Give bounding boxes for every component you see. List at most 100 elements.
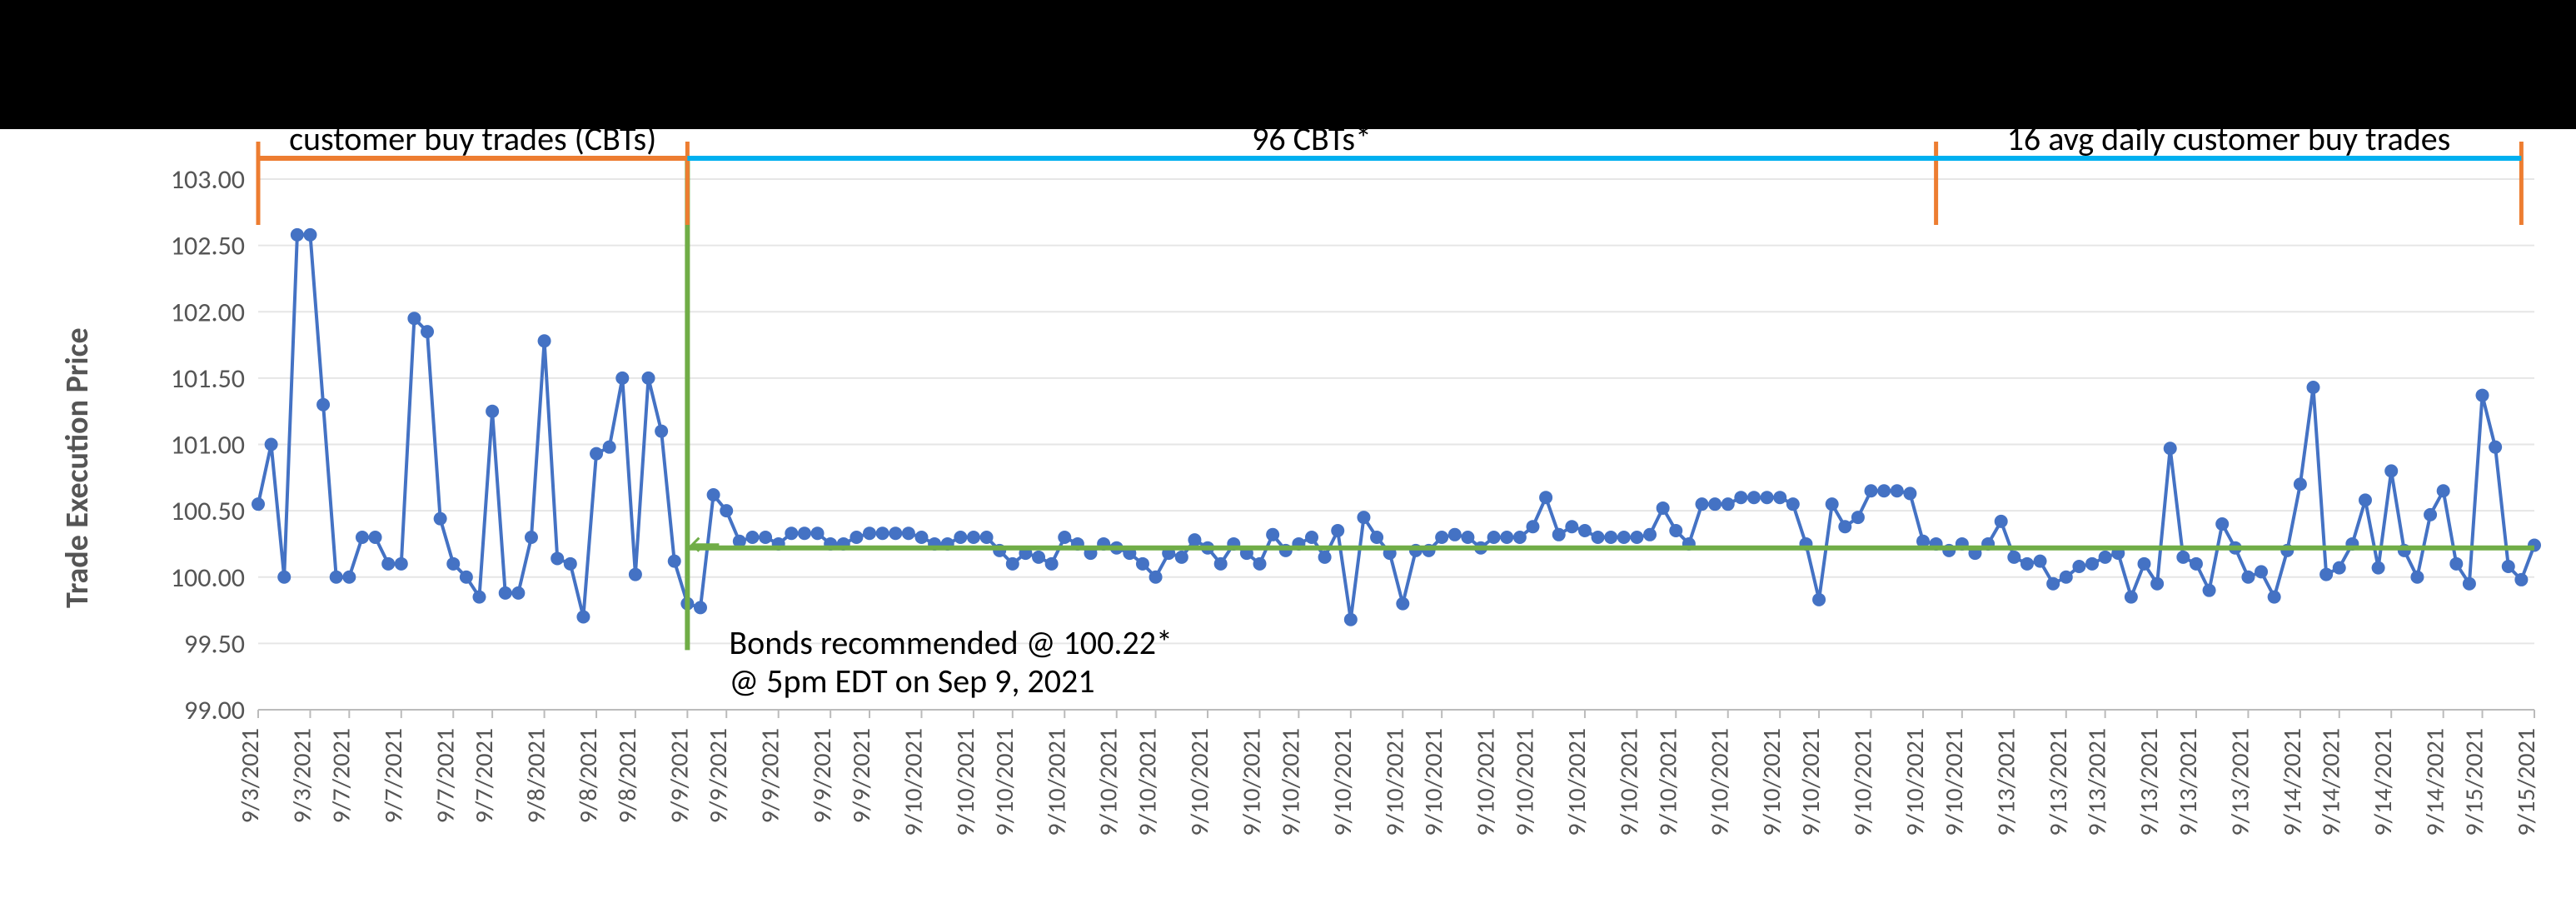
x-tick-label: 9/10/2021 [1041,728,1072,836]
data-point [2007,551,2020,564]
data-point [303,228,316,242]
data-point [1761,491,1774,504]
x-tick-label: 9/13/2021 [1991,728,2021,836]
data-point [1773,491,1786,504]
data-point [759,531,772,544]
data-point [576,611,590,624]
data-point [2125,591,2138,604]
x-tick-label: 9/9/2021 [755,728,786,823]
x-tick-label: 9/10/2021 [1133,728,1163,836]
data-point [1708,497,1721,511]
x-tick-label: 9/10/2021 [1418,728,1449,836]
data-point [1487,531,1501,544]
data-point [2099,551,2112,564]
x-tick-label: 9/14/2021 [2277,728,2308,836]
data-point [2514,573,2528,586]
data-point [1721,497,1735,511]
data-point [1214,557,1228,571]
data-point [381,557,395,571]
x-tick-label: 9/15/2021 [2459,728,2490,836]
data-point [1552,528,1566,541]
x-tick-label: 9/14/2021 [2420,728,2451,836]
data-point [277,571,291,584]
data-point [1657,501,1670,515]
data-point [2424,508,2437,521]
data-point [395,557,408,571]
x-tick-label: 9/10/2021 [898,728,929,836]
y-tick-label: 102.00 [171,296,245,328]
chart-svg: 103.00102.50102.00101.50101.00100.50100.… [0,0,2576,918]
x-tick-label: 9/8/2021 [573,728,604,823]
x-tick-label: 9/13/2021 [2043,728,2074,836]
data-point [1461,531,1474,544]
x-tick-label: 9/10/2021 [1705,728,1736,836]
data-point [2085,557,2099,571]
data-point [2437,484,2450,497]
data-point [668,555,681,568]
data-point [629,568,642,581]
data-point [2150,577,2164,591]
x-tick-label: 9/14/2021 [2316,728,2347,836]
data-point [1032,551,1045,564]
data-point [265,438,278,452]
data-point [2294,477,2307,491]
data-point [1305,531,1318,544]
data-point [1344,613,1358,626]
x-tick-label: 9/7/2021 [430,728,461,823]
data-point [967,531,980,544]
data-point [1318,551,1332,564]
x-tick-label: 9/10/2021 [1328,728,1358,836]
data-point [1331,524,1344,537]
x-tick-label: 9/13/2021 [2173,728,2204,836]
x-tick-label: 9/10/2021 [989,728,1020,836]
data-point [2034,555,2047,568]
data-point [1136,557,1149,571]
x-tick-label: 9/9/2021 [664,728,695,823]
data-point [2046,577,2060,591]
data-point [1175,551,1188,564]
data-point [291,228,304,242]
data-point [1188,533,1201,546]
data-point [850,531,863,544]
data-point [1396,597,1409,611]
data-point [1565,520,1578,533]
data-point [863,526,876,540]
data-point [1786,497,1800,511]
data-point [2176,551,2190,564]
data-point [421,325,434,338]
data-point [1851,511,1865,524]
data-point [2268,591,2281,604]
data-point [1149,571,1163,584]
data-point [2137,557,2150,571]
x-tick-label: 9/7/2021 [469,728,500,823]
x-tick-label: 9/13/2021 [2134,728,2165,836]
x-tick-label: 9/3/2021 [235,728,266,823]
data-point [1865,484,1878,497]
data-point [642,372,655,385]
data-point [980,531,994,544]
data-point [446,557,460,571]
x-tick-label: 9/10/2021 [1379,728,1410,836]
x-tick-label: 9/13/2021 [2082,728,2113,836]
data-point [1448,528,1462,541]
data-point [914,531,928,544]
data-point [1370,531,1383,544]
data-point [564,557,577,571]
data-point [499,586,512,600]
y-tick-label: 101.00 [171,429,245,461]
data-point [316,398,330,412]
data-point [785,526,798,540]
data-point [1578,524,1592,537]
data-point [356,531,369,544]
data-point [1058,531,1071,544]
x-tick-label: 9/10/2021 [1094,728,1124,836]
data-point [1006,557,1019,571]
x-tick-label: 9/8/2021 [612,728,643,823]
data-point [2489,441,2502,454]
x-tick-label: 9/3/2021 [286,728,317,823]
data-point [615,372,629,385]
data-point [407,312,421,325]
y-tick-label: 103.00 [171,163,245,196]
data-point [2241,571,2255,584]
x-tick-label: 9/10/2021 [1848,728,1879,836]
